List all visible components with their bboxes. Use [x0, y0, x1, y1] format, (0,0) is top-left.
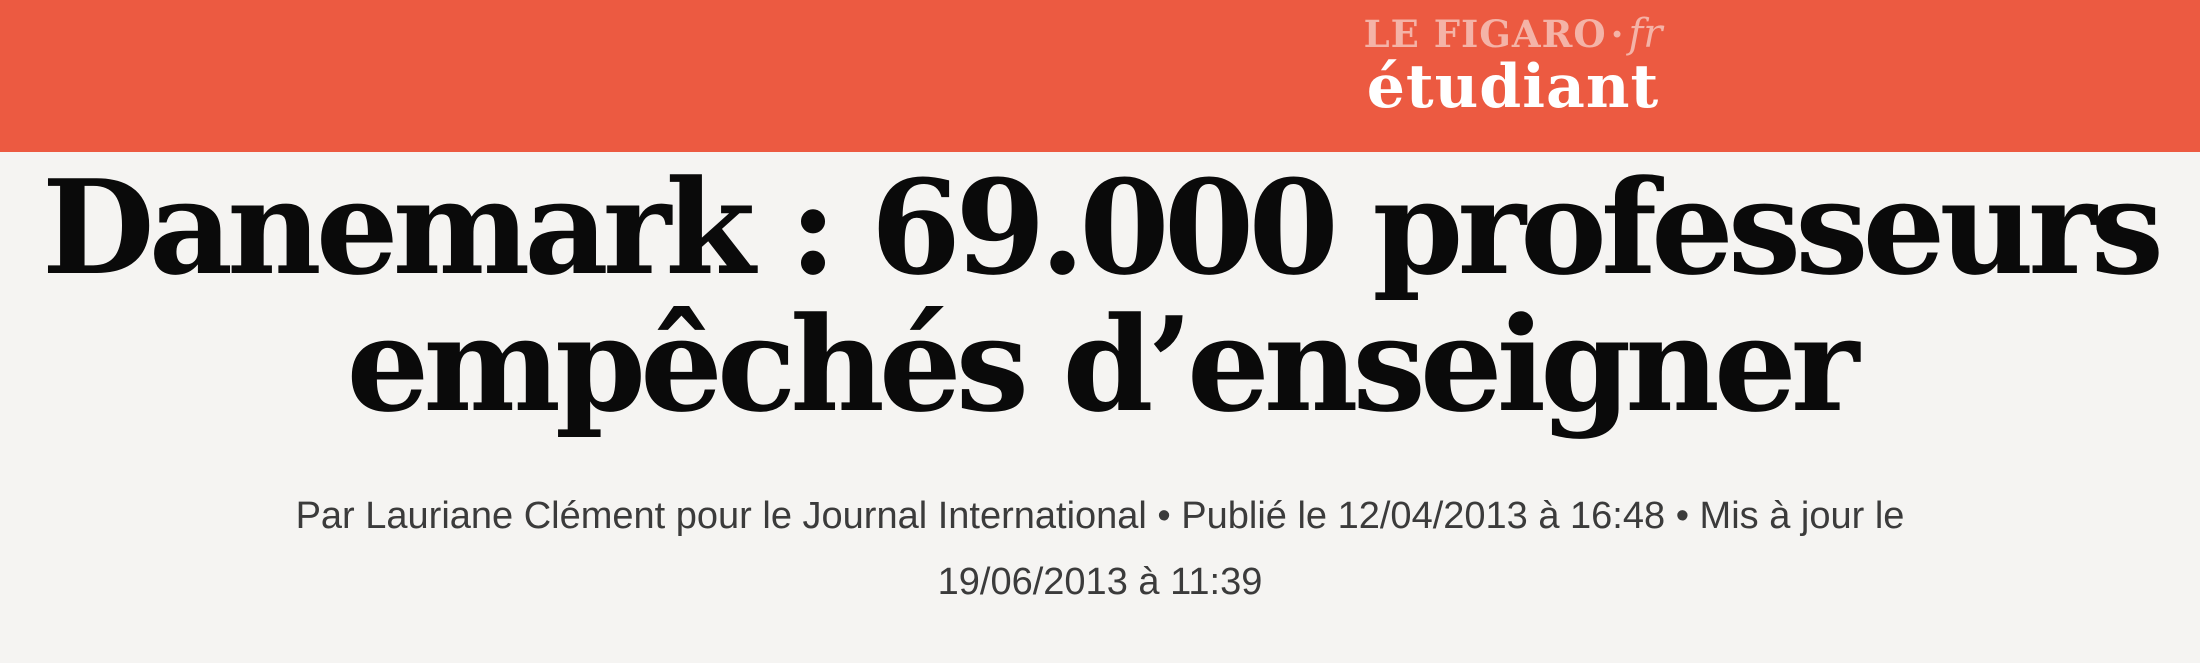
- byline-line-2: 19/06/2013 à 11:39: [937, 561, 1263, 603]
- article-headline: Danemark : 69.000 professeurs empêchés d…: [0, 152, 2200, 433]
- headline-line-2: empêchés d’enseigner: [346, 287, 1860, 441]
- headline-line-1: Danemark : 69.000 professeurs: [41, 151, 2164, 304]
- masthead-band: LE FIGARO · fr étudiant: [0, 0, 2200, 152]
- etudiant-wordmark: étudiant: [1366, 52, 1660, 122]
- lefigaro-wordmark-text: LE FIGARO: [1363, 12, 1607, 56]
- logo-fr-suffix: fr: [1628, 11, 1663, 57]
- byline-line-1: Par Lauriane Clément pour le Journal Int…: [295, 495, 1905, 537]
- article-byline: Par Lauriane Clément pour le Journal Int…: [75, 483, 2125, 615]
- lefigaro-wordmark: LE FIGARO · fr: [1313, 0, 1713, 54]
- article-header: Danemark : 69.000 professeurs empêchés d…: [0, 152, 2200, 615]
- site-logo-link[interactable]: LE FIGARO · fr étudiant: [1313, 0, 1713, 152]
- logo-dot-separator: ·: [1610, 12, 1625, 56]
